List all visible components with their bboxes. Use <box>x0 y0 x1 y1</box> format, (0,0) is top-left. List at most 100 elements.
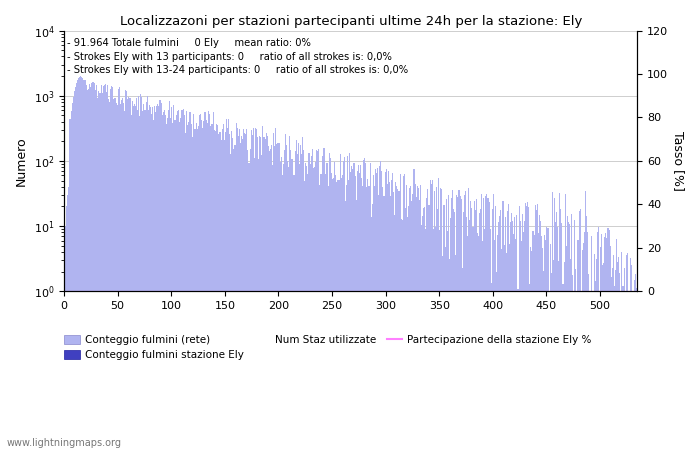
Bar <box>507 211 508 450</box>
Bar <box>113 99 115 450</box>
Bar <box>302 137 303 450</box>
Bar <box>456 195 457 450</box>
Bar <box>210 126 211 450</box>
Bar <box>436 187 437 450</box>
Bar <box>289 136 290 450</box>
Bar <box>158 106 160 450</box>
Bar <box>256 130 257 450</box>
Bar <box>525 203 526 450</box>
Bar <box>216 124 217 450</box>
Bar <box>329 153 330 450</box>
Bar <box>580 209 581 450</box>
Bar <box>318 148 319 450</box>
Bar <box>370 216 372 450</box>
Bar <box>556 212 557 450</box>
Bar <box>513 234 514 450</box>
Bar <box>155 112 156 450</box>
Bar <box>396 186 398 450</box>
Bar <box>511 213 512 450</box>
Bar <box>117 105 118 450</box>
Bar <box>176 111 178 450</box>
Bar <box>354 176 356 450</box>
Bar <box>366 187 368 450</box>
Bar <box>588 274 589 450</box>
Bar <box>564 262 565 450</box>
Bar <box>481 194 482 450</box>
Bar <box>531 252 533 450</box>
Bar <box>150 107 151 450</box>
Bar <box>482 241 483 450</box>
Bar <box>405 208 406 450</box>
Bar <box>404 175 405 450</box>
Bar <box>561 223 563 450</box>
Bar <box>242 140 243 450</box>
Bar <box>316 150 317 450</box>
Bar <box>462 268 463 450</box>
Bar <box>390 196 391 450</box>
Bar <box>620 291 622 450</box>
Bar <box>524 221 525 450</box>
Bar <box>412 194 414 450</box>
Bar <box>206 123 208 450</box>
Bar <box>365 163 366 450</box>
Bar <box>78 78 79 450</box>
Bar <box>503 245 505 450</box>
Bar <box>200 114 202 450</box>
Bar <box>495 206 496 450</box>
Bar <box>583 243 584 450</box>
Bar <box>153 121 154 450</box>
Bar <box>552 192 553 450</box>
Bar <box>533 235 535 450</box>
Bar <box>586 216 587 450</box>
Bar <box>419 200 420 450</box>
Bar <box>230 154 231 450</box>
Bar <box>535 205 536 450</box>
Bar <box>526 206 527 450</box>
Bar <box>188 122 190 450</box>
Bar <box>317 151 318 450</box>
Bar <box>550 244 551 450</box>
Y-axis label: Tasso [%]: Tasso [%] <box>672 131 685 191</box>
Bar <box>194 129 195 450</box>
Bar <box>213 112 214 450</box>
Bar <box>478 236 479 450</box>
Bar <box>260 137 261 450</box>
Bar <box>439 230 440 450</box>
Bar <box>102 93 103 450</box>
Bar <box>208 112 209 450</box>
Bar <box>254 158 255 450</box>
Bar <box>615 270 616 450</box>
Bar <box>479 213 480 450</box>
Bar <box>312 148 313 450</box>
Bar <box>251 135 253 450</box>
Bar <box>598 227 599 450</box>
Bar <box>494 239 495 450</box>
Bar <box>559 194 560 450</box>
Bar <box>614 286 615 450</box>
Bar <box>99 93 101 450</box>
Bar <box>410 186 412 450</box>
Bar <box>97 98 99 450</box>
Bar <box>467 236 468 450</box>
Bar <box>286 145 287 450</box>
Bar <box>434 191 435 450</box>
Bar <box>255 128 256 450</box>
Bar <box>233 149 235 450</box>
Bar <box>304 181 305 450</box>
Bar <box>350 172 351 450</box>
Bar <box>169 101 170 450</box>
Bar <box>224 140 225 450</box>
Bar <box>587 232 588 450</box>
Bar <box>323 148 325 450</box>
Bar <box>334 162 335 450</box>
Bar <box>468 189 469 450</box>
Bar <box>473 201 475 450</box>
Bar <box>330 158 331 450</box>
Bar <box>444 247 446 450</box>
Bar <box>110 89 111 450</box>
Bar <box>132 101 133 450</box>
Bar <box>248 163 249 450</box>
Bar <box>333 178 334 450</box>
Bar <box>234 145 236 450</box>
Bar <box>604 237 606 450</box>
